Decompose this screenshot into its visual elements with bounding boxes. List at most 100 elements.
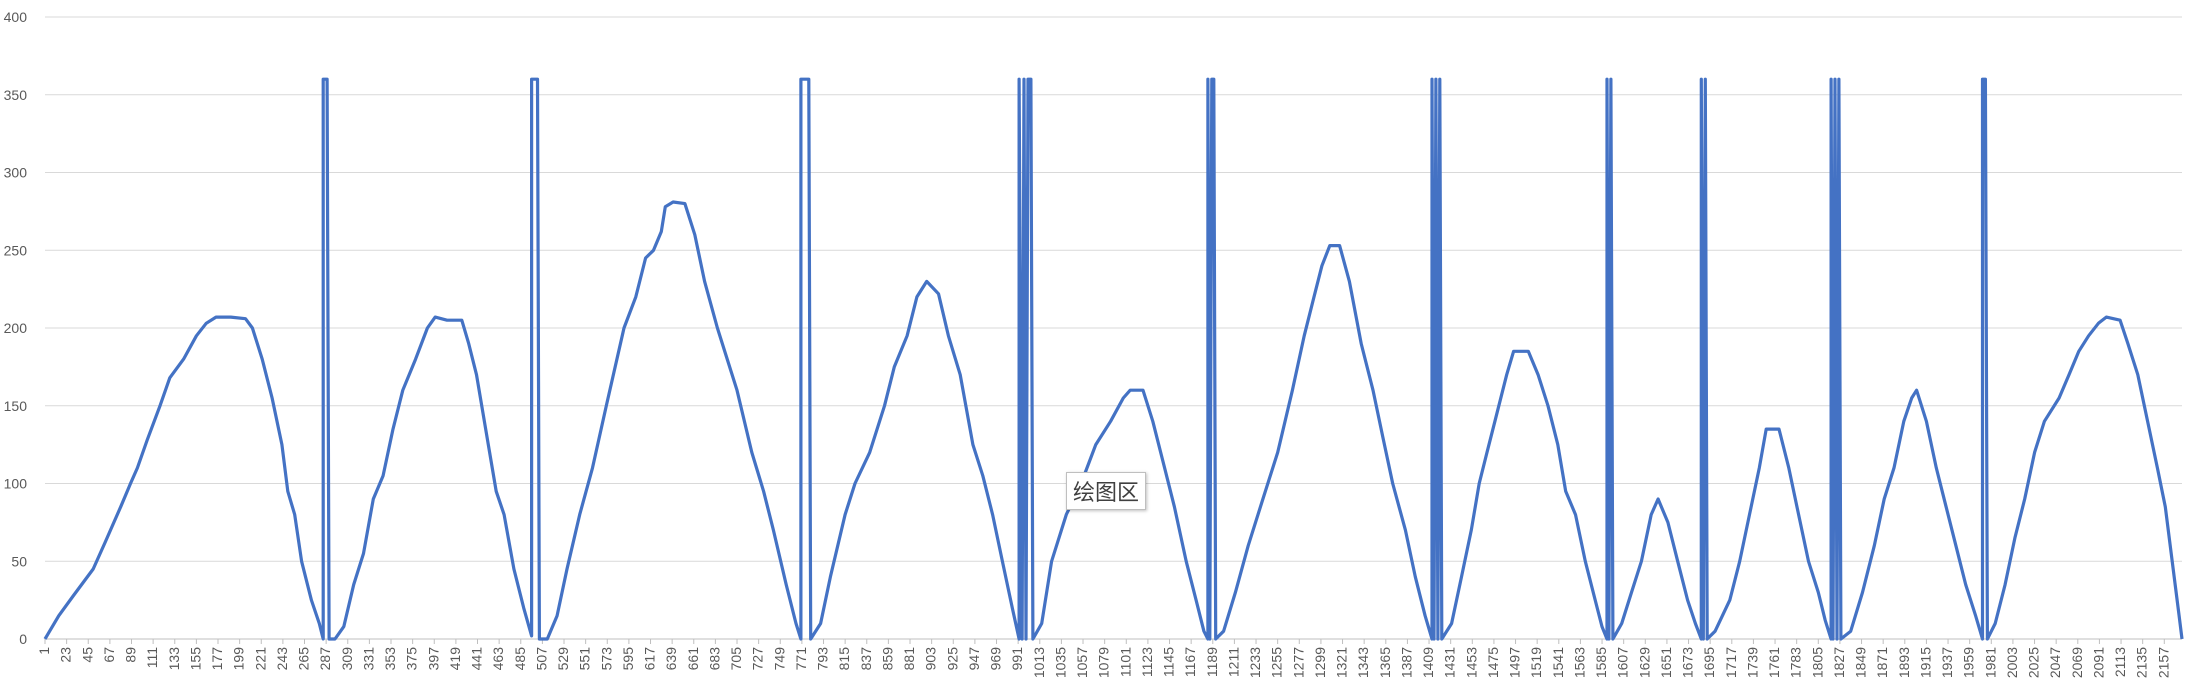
x-tick-label: 1541 bbox=[1550, 647, 1566, 678]
x-tick-label: 1387 bbox=[1398, 647, 1414, 678]
plot-area-tooltip: 绘图区 bbox=[1066, 472, 1147, 510]
x-tick-label: 1057 bbox=[1074, 647, 1090, 678]
x-tick-label: 2091 bbox=[2090, 647, 2106, 678]
x-tick-label: 397 bbox=[425, 647, 441, 671]
x-tick-label: 881 bbox=[901, 647, 917, 671]
x-tick-label: 221 bbox=[252, 647, 268, 671]
x-tick-label: 1981 bbox=[1982, 647, 1998, 678]
x-tick-label: 815 bbox=[836, 647, 852, 671]
x-tick-label: 1937 bbox=[1939, 647, 1955, 678]
x-tick-label: 111 bbox=[144, 647, 160, 668]
x-tick-label: 1827 bbox=[1831, 647, 1847, 678]
x-tick-label: 1761 bbox=[1766, 647, 1782, 678]
x-tick-label: 1651 bbox=[1658, 647, 1674, 678]
x-tick-label: 793 bbox=[815, 647, 831, 671]
x-tick-label: 155 bbox=[187, 647, 203, 671]
x-tick-label: 265 bbox=[296, 647, 312, 671]
x-tick-label: 969 bbox=[988, 647, 1004, 671]
x-tick-label: 1915 bbox=[1917, 647, 1933, 678]
series-layer bbox=[43, 77, 2184, 641]
x-tick-label: 1013 bbox=[1031, 647, 1047, 678]
x-tick-label: 1497 bbox=[1507, 647, 1523, 678]
y-tick-label: 100 bbox=[4, 476, 28, 492]
y-tick-label: 0 bbox=[19, 631, 27, 647]
x-tick-label: 661 bbox=[685, 647, 701, 671]
x-tick-label: 2003 bbox=[2004, 647, 2020, 678]
gridlines bbox=[45, 16, 2182, 640]
x-tick-label: 1 bbox=[36, 647, 52, 655]
x-tick-label: 463 bbox=[490, 647, 506, 671]
x-tick-label: 199 bbox=[231, 647, 247, 671]
x-tick-label: 1211 bbox=[1225, 647, 1241, 677]
x-tick-label: 749 bbox=[771, 647, 787, 671]
x-tick-label: 419 bbox=[447, 647, 463, 671]
x-tick-label: 1673 bbox=[1680, 647, 1696, 678]
x-tick-label: 705 bbox=[728, 647, 744, 671]
x-tick-label: 1409 bbox=[1420, 647, 1436, 678]
x-tick-label: 1321 bbox=[1334, 647, 1350, 678]
x-axis-ticks: 1 23 45 67 89 111 133 155 177 199 221 243 265 287 309 3… bbox=[36, 639, 2171, 678]
x-tick-label: 2113 bbox=[2112, 647, 2128, 677]
x-tick-label: 683 bbox=[706, 647, 722, 671]
x-tick-label: 309 bbox=[339, 647, 355, 671]
y-tick-label: 150 bbox=[4, 398, 28, 414]
x-tick-label: 1871 bbox=[1874, 647, 1890, 678]
x-tick-label: 1629 bbox=[1636, 647, 1652, 678]
x-tick-label: 617 bbox=[642, 647, 658, 671]
x-tick-label: 1563 bbox=[1571, 647, 1587, 678]
x-tick-label: 595 bbox=[620, 647, 636, 671]
x-tick-label: 1299 bbox=[1312, 647, 1328, 678]
y-tick-label: 350 bbox=[4, 87, 28, 103]
x-tick-label: 529 bbox=[555, 647, 571, 671]
y-tick-label: 50 bbox=[11, 553, 27, 569]
x-tick-label: 1805 bbox=[1809, 647, 1825, 678]
x-tick-label: 1585 bbox=[1593, 647, 1609, 678]
x-tick-label: 375 bbox=[404, 647, 420, 671]
x-tick-label: 1453 bbox=[1463, 647, 1479, 678]
x-tick-label: 1343 bbox=[1355, 647, 1371, 678]
x-tick-label: 1277 bbox=[1290, 647, 1306, 678]
x-tick-label: 859 bbox=[879, 647, 895, 671]
x-tick-label: 1607 bbox=[1615, 647, 1631, 678]
x-tick-label: 771 bbox=[793, 647, 809, 671]
y-tick-label: 300 bbox=[4, 165, 28, 181]
x-tick-label: 89 bbox=[123, 647, 139, 663]
x-tick-label: 1233 bbox=[1247, 647, 1263, 678]
x-tick-label: 2157 bbox=[2155, 647, 2171, 678]
x-tick-label: 573 bbox=[598, 647, 614, 671]
x-tick-label: 45 bbox=[79, 647, 95, 663]
x-tick-label: 507 bbox=[533, 647, 549, 671]
x-tick-label: 23 bbox=[58, 647, 74, 663]
x-tick-label: 2047 bbox=[2047, 647, 2063, 678]
x-tick-label: 1079 bbox=[1096, 647, 1112, 678]
y-tick-label: 400 bbox=[4, 9, 28, 25]
x-tick-label: 485 bbox=[512, 647, 528, 671]
x-tick-label: 1189 bbox=[1204, 647, 1220, 677]
x-tick-label: 1145 bbox=[1161, 647, 1177, 677]
x-tick-label: 1959 bbox=[1961, 647, 1977, 678]
y-axis-ticks: 0 50 100 150 200 250 300 350 400 bbox=[4, 9, 28, 647]
x-tick-label: 1101 bbox=[1117, 647, 1133, 677]
x-tick-label: 727 bbox=[750, 647, 766, 671]
x-tick-label: 2025 bbox=[2026, 647, 2042, 678]
x-tick-label: 639 bbox=[663, 647, 679, 671]
x-tick-label: 1783 bbox=[1788, 647, 1804, 678]
x-tick-label: 243 bbox=[274, 647, 290, 671]
x-tick-label: 1519 bbox=[1528, 647, 1544, 678]
x-tick-label: 2135 bbox=[2134, 647, 2150, 678]
x-tick-label: 331 bbox=[360, 647, 376, 671]
x-tick-label: 177 bbox=[209, 647, 225, 671]
x-tick-label: 287 bbox=[317, 647, 333, 671]
x-tick-label: 1849 bbox=[1853, 647, 1869, 678]
x-tick-label: 925 bbox=[944, 647, 960, 671]
x-tick-label: 353 bbox=[382, 647, 398, 671]
x-tick-label: 2069 bbox=[2069, 647, 2085, 678]
series-line-1 bbox=[43, 77, 2184, 641]
x-tick-label: 1717 bbox=[1723, 647, 1739, 678]
x-tick-label: 1123 bbox=[1139, 647, 1155, 677]
x-tick-label: 1167 bbox=[1182, 647, 1198, 677]
x-tick-label: 1255 bbox=[1269, 647, 1285, 678]
x-tick-label: 441 bbox=[469, 647, 485, 671]
x-tick-label: 947 bbox=[966, 647, 982, 671]
